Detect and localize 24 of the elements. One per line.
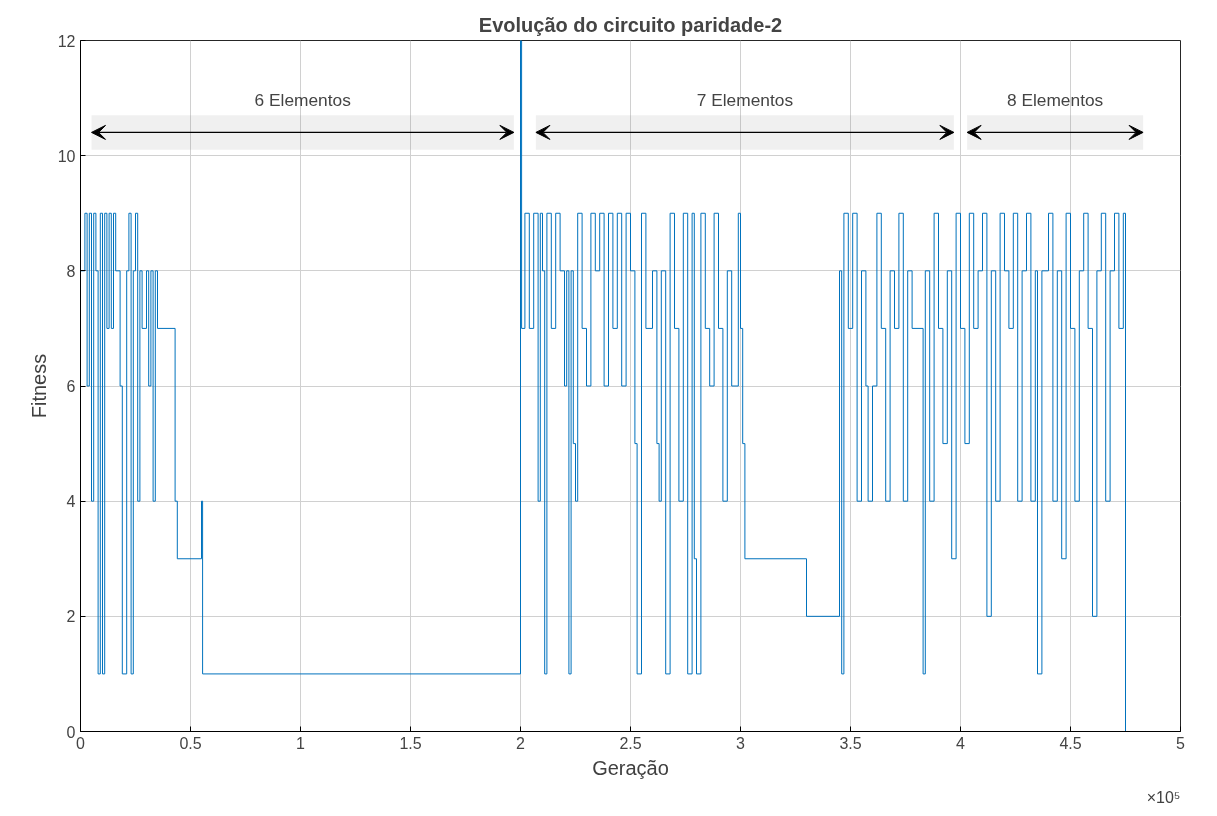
text: ×10⁵ — [1146, 788, 1181, 806]
chart-title: Evolução do circuito paridade-2 — [478, 13, 783, 36]
x-tick-label: 2.5 — [619, 734, 642, 752]
x-tick-label: 0.5 — [179, 734, 202, 752]
y-tick-label: 6 — [66, 378, 76, 395]
x-tick-label: 2 — [516, 734, 526, 752]
x-tick-label: 1 — [296, 734, 306, 752]
y-tick-label: 10 — [57, 147, 76, 165]
x-tick-label: 1.5 — [399, 734, 422, 752]
y-tick-label: 2 — [66, 608, 76, 626]
x-tick-label: 5 — [1176, 734, 1186, 752]
x-tick-label: 3 — [736, 734, 746, 752]
x-tick-label: 4.5 — [1059, 734, 1082, 752]
y-tick-label: 0 — [66, 723, 76, 741]
y-tick-label: 12 — [57, 32, 76, 50]
y-tick-label: 8 — [66, 262, 76, 280]
band-label: 6 Elementos — [254, 89, 352, 110]
y-tick-label: 4 — [66, 493, 76, 511]
band-label: 7 Elementos — [696, 89, 794, 110]
x-tick-label: 4 — [956, 734, 966, 752]
y-axis-title: Fitness — [27, 353, 50, 419]
band-label: 8 Elementos — [1006, 89, 1104, 110]
x-axis-title: Geração — [592, 756, 669, 779]
x-tick-label: 3.5 — [839, 734, 862, 752]
